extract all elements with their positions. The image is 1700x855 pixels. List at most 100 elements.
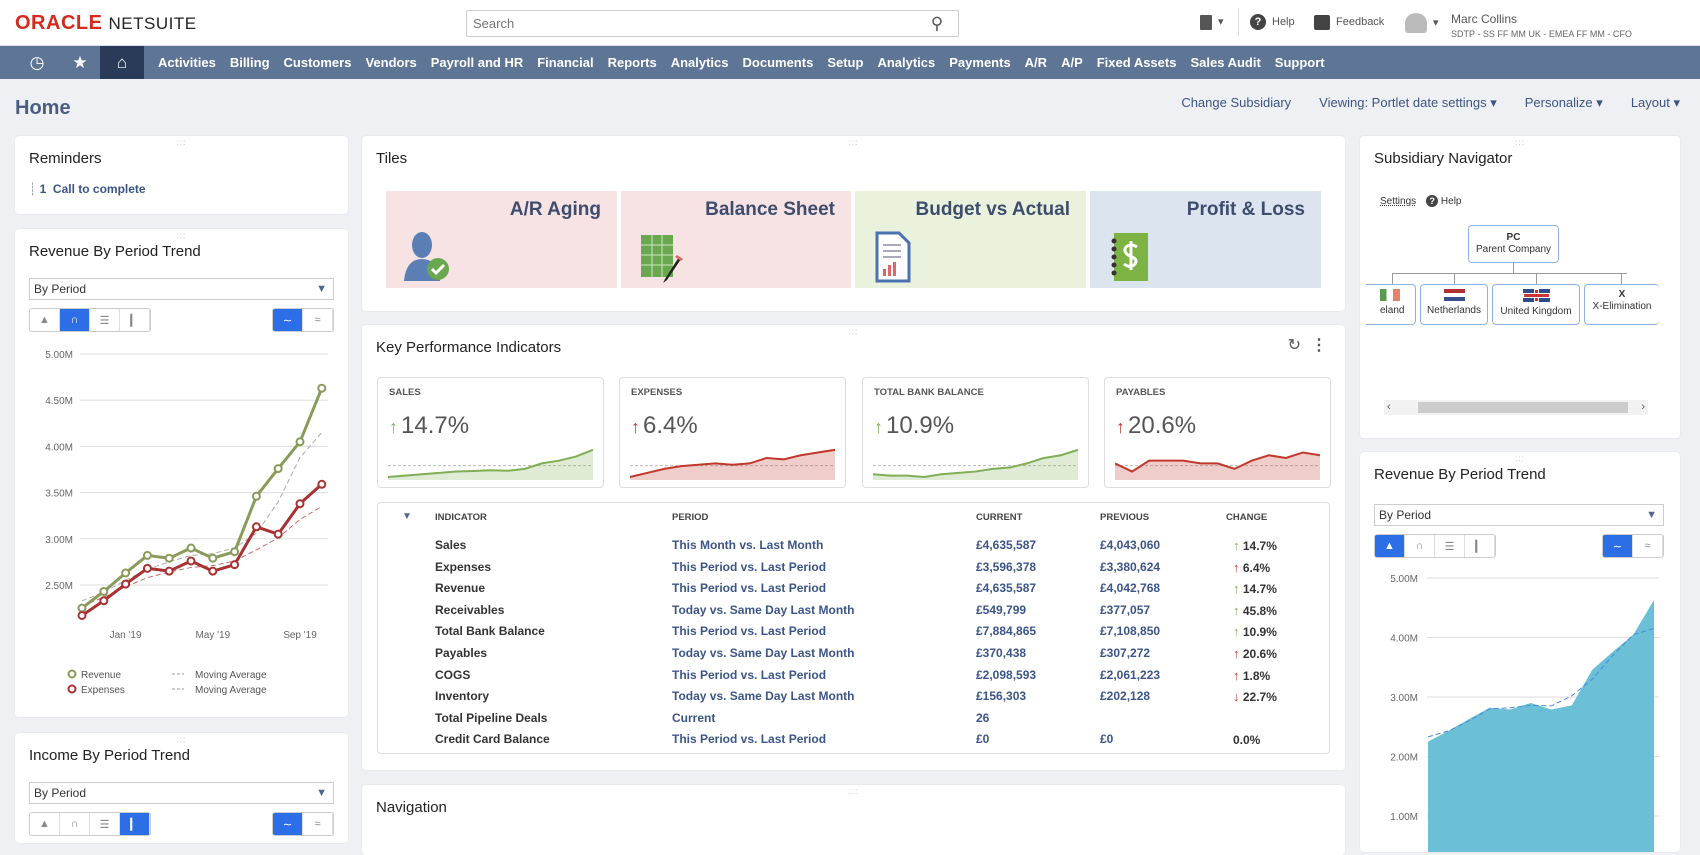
current-value[interactable]: £156,303 — [976, 689, 1027, 704]
column-chart-button[interactable]: ▎ — [120, 309, 150, 331]
smooth-line-button[interactable]: ∼ — [1603, 535, 1633, 557]
period-link[interactable]: This Period vs. Last Period — [672, 559, 827, 574]
period-select[interactable]: By Period ▼ — [29, 782, 334, 804]
previous-value[interactable]: £4,042,768 — [1100, 581, 1161, 596]
drag-handle[interactable]: ::: — [176, 138, 187, 147]
moving-average-button[interactable]: ≈ — [303, 309, 333, 331]
collapse-caret-icon[interactable]: ▼ — [402, 511, 412, 522]
drag-handle[interactable]: ::: — [176, 735, 187, 744]
star-icon[interactable]: ★ — [72, 52, 88, 72]
column-chart-button[interactable]: ▎ — [120, 813, 150, 835]
nav-item-a-r[interactable]: A/R — [1024, 55, 1048, 70]
moving-average-button[interactable]: ≈ — [1633, 535, 1663, 557]
horizontal-scrollbar[interactable]: ‹ › — [1384, 400, 1648, 415]
help-link[interactable]: ? Help — [1250, 14, 1295, 30]
period-link[interactable]: This Period vs. Last Period — [672, 581, 827, 596]
period-link[interactable]: Today vs. Same Day Last Month — [672, 689, 855, 704]
layout-dropdown[interactable]: Layout ▾ — [1630, 95, 1680, 110]
subsidiary-node-ireland[interactable]: eland — [1366, 284, 1416, 325]
current-value[interactable]: £3,596,378 — [976, 559, 1037, 574]
nav-item-a-p[interactable]: A/P — [1061, 55, 1083, 70]
nav-item-support[interactable]: Support — [1274, 55, 1325, 70]
drag-handle[interactable]: ::: — [1515, 138, 1525, 147]
tile-balance-sheet[interactable]: Balance Sheet — [621, 191, 851, 288]
scrollbar-thumb[interactable] — [1418, 402, 1628, 413]
horizontal-bar-button[interactable]: ☰ — [1435, 535, 1465, 557]
subsidiary-node-parent[interactable]: PC Parent Company — [1468, 225, 1559, 263]
area-chart-button[interactable]: ▲ — [30, 309, 60, 331]
period-link[interactable]: Today vs. Same Day Last Month — [672, 646, 855, 660]
drag-handle[interactable]: ::: — [1515, 454, 1525, 463]
nav-item-activities[interactable]: Activities — [158, 55, 216, 70]
area-chart-button[interactable]: ▲ — [30, 813, 60, 835]
nav-item-analytics[interactable]: Analytics — [877, 55, 936, 70]
drag-handle[interactable]: ::: — [848, 327, 859, 336]
nav-item-documents[interactable]: Documents — [742, 55, 814, 70]
line-chart-button[interactable]: ∩ — [1405, 535, 1435, 557]
period-link[interactable]: This Month vs. Last Month — [672, 538, 824, 552]
current-value[interactable]: £370,438 — [976, 646, 1027, 660]
change-subsidiary-link[interactable]: Change Subsidiary — [1181, 95, 1292, 110]
help-link[interactable]: ? Help — [1426, 195, 1462, 208]
nav-item-analytics[interactable]: Analytics — [670, 55, 729, 70]
search-icon[interactable]: ⚲ — [930, 14, 944, 33]
nav-item-reports[interactable]: Reports — [607, 55, 657, 70]
subsidiary-node-x-elimination[interactable]: X X-Elimination — [1584, 284, 1659, 325]
nav-item-vendors[interactable]: Vendors — [365, 55, 417, 70]
column-chart-button[interactable]: ▎ — [1465, 535, 1495, 557]
kpi-card-expenses[interactable]: EXPENSES ↑ 6.4% — [619, 377, 846, 488]
horizontal-bar-button[interactable]: ☰ — [90, 309, 120, 331]
table-row[interactable]: Expenses This Period vs. Last Period £3,59… — [378, 559, 1329, 579]
previous-value[interactable]: £2,061,223 — [1100, 667, 1161, 682]
line-chart-button[interactable]: ∩ — [60, 813, 90, 835]
period-select[interactable]: By Period ▼ — [1374, 504, 1664, 526]
netsuite-logo[interactable]: ORACLE NETSUITE — [15, 12, 197, 35]
current-value[interactable]: £2,098,593 — [976, 667, 1037, 682]
nav-item-customers[interactable]: Customers — [283, 55, 352, 70]
scroll-right-icon[interactable]: › — [1641, 401, 1645, 413]
previous-value[interactable]: £0 — [1100, 732, 1114, 747]
table-row[interactable]: Total Bank Balance This Period vs. Last P… — [378, 623, 1329, 643]
drag-handle[interactable]: ::: — [848, 138, 859, 147]
search-input[interactable] — [467, 11, 917, 36]
home-icon[interactable]: ⌂ — [100, 46, 144, 79]
horizontal-bar-button[interactable]: ☰ — [90, 813, 120, 835]
period-link[interactable]: Current — [672, 710, 716, 725]
kpi-card-total-bank-balance[interactable]: TOTAL BANK BALANCE ↑ 10.9% — [862, 377, 1089, 488]
previous-value[interactable]: £307,272 — [1100, 646, 1151, 660]
line-chart-button[interactable]: ∩ — [60, 309, 90, 331]
moving-average-button[interactable]: ≈ — [303, 813, 333, 835]
subsidiary-node-netherlands[interactable]: Netherlands — [1420, 284, 1488, 325]
current-value[interactable]: £4,635,587 — [976, 581, 1037, 596]
table-row[interactable]: COGS This Period vs. Last Period £2,098,59… — [378, 667, 1329, 687]
table-row[interactable]: Sales This Month vs. Last Month £4,635,587… — [378, 537, 1329, 557]
kpi-card-payables[interactable]: PAYABLES ↑ 20.6% — [1104, 377, 1331, 488]
previous-value[interactable]: £4,043,060 — [1100, 538, 1161, 552]
tile-profit-loss[interactable]: Profit & Loss — [1090, 191, 1321, 288]
period-link[interactable]: Today vs. Same Day Last Month — [672, 602, 855, 617]
recent-icon[interactable]: ◷ — [29, 52, 45, 72]
subsidiary-node-united-kingdom[interactable]: United Kingdom — [1492, 284, 1580, 325]
nav-item-billing[interactable]: Billing — [229, 55, 270, 70]
nav-item-financial[interactable]: Financial — [537, 55, 594, 70]
viewing-dropdown[interactable]: Viewing: Portlet date settings ▾ — [1319, 95, 1497, 110]
tile-a-r-aging[interactable]: A/R Aging — [386, 191, 617, 288]
nav-item-payroll-and-hr[interactable]: Payroll and HR — [430, 55, 524, 70]
area-chart-button[interactable]: ▲ — [1375, 535, 1405, 557]
period-link[interactable]: This Period vs. Last Period — [672, 667, 827, 682]
drag-handle[interactable]: ::: — [848, 787, 859, 796]
period-select[interactable]: By Period ▼ — [29, 278, 334, 300]
nav-item-sales-audit[interactable]: Sales Audit — [1190, 55, 1261, 70]
period-link[interactable]: This Period vs. Last Period — [672, 624, 827, 639]
table-row[interactable]: Revenue This Period vs. Last Period £4,635… — [378, 580, 1329, 600]
previous-value[interactable]: £7,108,850 — [1100, 624, 1161, 639]
smooth-line-button[interactable]: ∼ — [273, 309, 303, 331]
refresh-icon[interactable]: ↻ — [1287, 337, 1301, 354]
previous-value[interactable]: £3,380,624 — [1100, 559, 1161, 574]
current-value[interactable]: 26 — [976, 710, 990, 725]
nav-item-setup[interactable]: Setup — [827, 55, 864, 70]
table-row[interactable]: Receivables Today vs. Same Day Last Month… — [378, 602, 1329, 622]
reminder-item[interactable]: ┊ 1 Call to complete — [29, 182, 146, 196]
previous-value[interactable]: £377,057 — [1100, 602, 1151, 617]
table-row[interactable]: Payables Today vs. Same Day Last Month £37… — [378, 645, 1329, 665]
